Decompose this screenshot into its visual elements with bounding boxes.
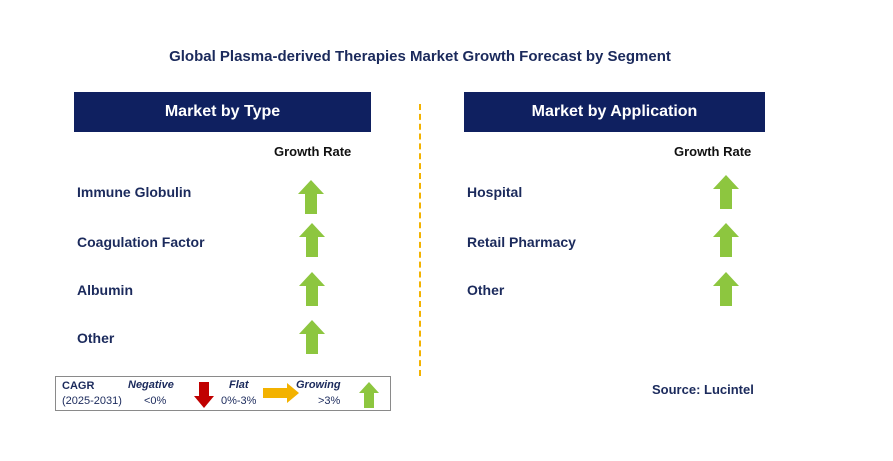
growth-rate-header-type: Growth Rate [274, 144, 352, 159]
segment-label-hospital: Hospital [467, 184, 523, 200]
panel-divider [419, 104, 421, 376]
panel-header-application: Market by Application [464, 92, 765, 132]
cagr-legend: CAGR (2025-2031) Negative <0% Flat 0%-3%… [55, 376, 391, 411]
up-arrow-icon [359, 382, 379, 408]
up-arrow-icon [298, 180, 324, 214]
up-arrow-icon [713, 223, 739, 257]
segment-label-other-type: Other [77, 330, 115, 346]
legend-negative-label: Negative [128, 379, 174, 391]
panel-header-application-label: Market by Application [531, 103, 698, 120]
legend-negative-range: <0% [144, 395, 167, 407]
legend-flat-range: 0%-3% [221, 395, 257, 407]
segment-label-other-application: Other [467, 282, 505, 298]
up-arrow-icon [299, 320, 325, 354]
segment-label-coagulation-factor: Coagulation Factor [77, 234, 205, 250]
legend-growing-range: >3% [318, 395, 341, 407]
segment-label-retail-pharmacy: Retail Pharmacy [467, 234, 576, 250]
panel-header-type: Market by Type [74, 92, 371, 132]
source-note: Source: Lucintel [652, 382, 754, 397]
legend-period: (2025-2031) [62, 395, 122, 407]
up-arrow-icon [299, 223, 325, 257]
segment-label-albumin: Albumin [77, 282, 133, 298]
right-arrow-icon [263, 383, 299, 403]
panel-header-type-label: Market by Type [164, 103, 281, 120]
chart-title: Global Plasma-derived Therapies Market G… [169, 48, 671, 65]
up-arrow-icon [713, 175, 739, 209]
segment-label-immune-globulin: Immune Globulin [77, 184, 192, 200]
growth-rate-header-application: Growth Rate [674, 144, 752, 159]
down-arrow-icon [194, 382, 214, 408]
legend-flat-label: Flat [229, 379, 249, 391]
legend-growing-label: Growing [296, 379, 341, 391]
up-arrow-icon [713, 272, 739, 306]
up-arrow-icon [299, 272, 325, 306]
legend-cagr-label: CAGR [62, 380, 95, 392]
